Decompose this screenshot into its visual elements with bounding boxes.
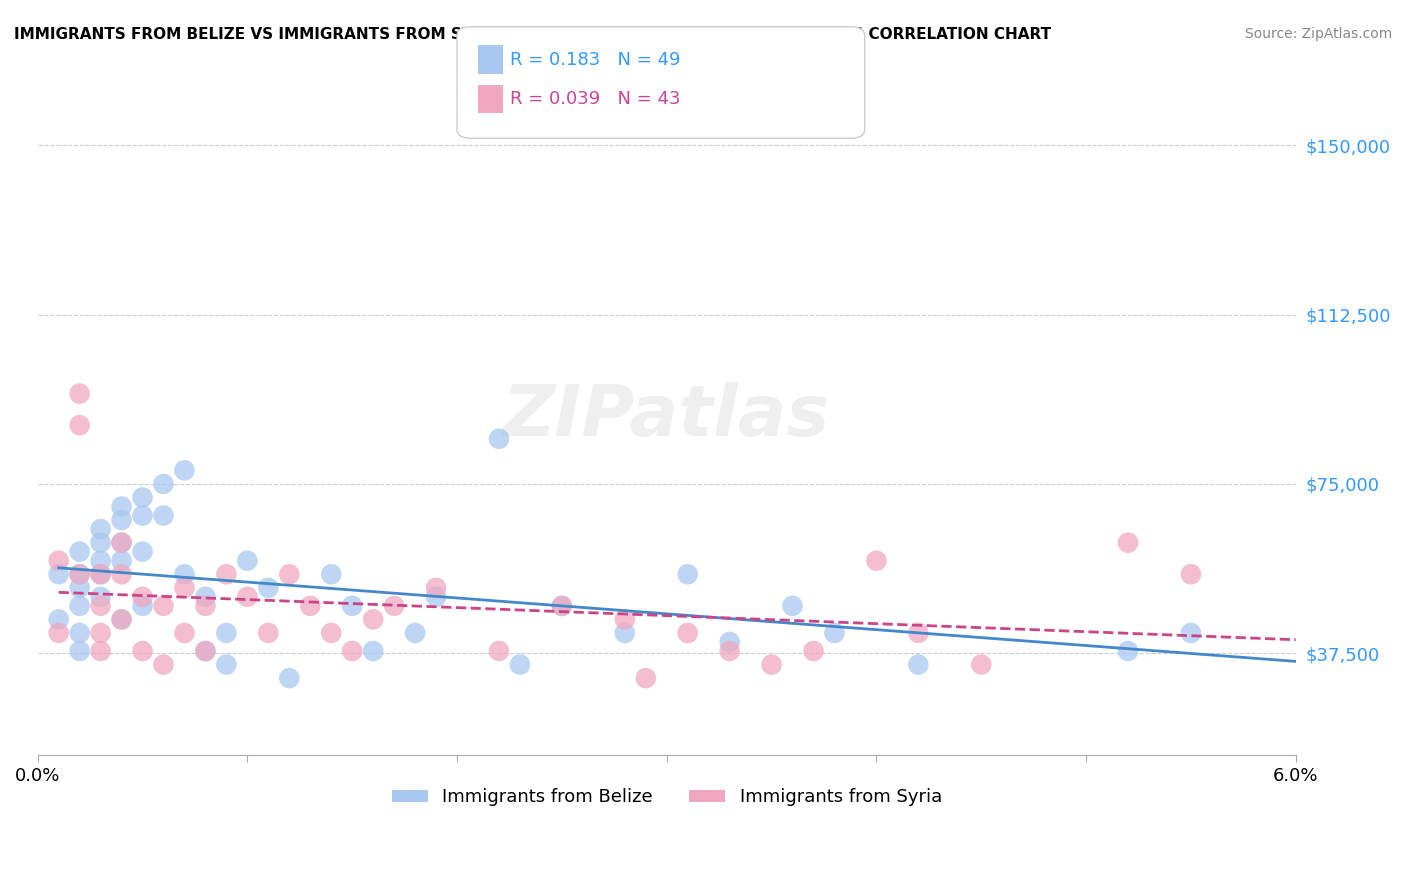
Point <box>110 535 132 549</box>
Point <box>173 567 195 582</box>
Point <box>425 590 447 604</box>
Point <box>215 657 238 672</box>
Point <box>69 418 91 433</box>
Point <box>131 590 153 604</box>
Point <box>110 612 132 626</box>
Point <box>110 535 132 549</box>
Point <box>131 491 153 505</box>
Point <box>404 626 426 640</box>
Text: IMMIGRANTS FROM BELIZE VS IMMIGRANTS FROM SYRIA HOUSEHOLDER INCOME UNDER 25 YEAR: IMMIGRANTS FROM BELIZE VS IMMIGRANTS FRO… <box>14 27 1052 42</box>
Point <box>152 599 174 613</box>
Text: R = 0.039   N = 43: R = 0.039 N = 43 <box>510 90 681 108</box>
Point <box>1116 535 1139 549</box>
Point <box>1180 626 1202 640</box>
Point <box>152 508 174 523</box>
Point <box>90 567 112 582</box>
Point <box>173 463 195 477</box>
Point <box>48 554 70 568</box>
Point <box>69 644 91 658</box>
Point <box>278 567 301 582</box>
Point <box>907 626 929 640</box>
Point <box>90 535 112 549</box>
Point <box>110 567 132 582</box>
Point <box>1180 567 1202 582</box>
Point <box>361 612 384 626</box>
Point <box>634 671 657 685</box>
Text: ZIPatlas: ZIPatlas <box>503 382 831 450</box>
Point <box>425 581 447 595</box>
Point <box>970 657 993 672</box>
Point <box>236 590 259 604</box>
Point <box>761 657 783 672</box>
Point <box>110 500 132 514</box>
Point <box>173 581 195 595</box>
Point <box>718 635 741 649</box>
Point <box>382 599 405 613</box>
Point <box>215 626 238 640</box>
Point <box>824 626 846 640</box>
Point <box>676 567 699 582</box>
Point <box>131 644 153 658</box>
Point <box>299 599 322 613</box>
Point <box>110 554 132 568</box>
Point <box>803 644 825 658</box>
Point <box>215 567 238 582</box>
Point <box>69 599 91 613</box>
Point <box>90 554 112 568</box>
Point <box>90 599 112 613</box>
Point <box>509 657 531 672</box>
Point <box>48 612 70 626</box>
Point <box>69 567 91 582</box>
Point <box>257 626 280 640</box>
Point <box>131 599 153 613</box>
Point <box>488 644 510 658</box>
Point <box>865 554 887 568</box>
Point <box>342 644 364 658</box>
Legend: Immigrants from Belize, Immigrants from Syria: Immigrants from Belize, Immigrants from … <box>384 781 949 814</box>
Point <box>278 671 301 685</box>
Point <box>90 522 112 536</box>
Point <box>194 644 217 658</box>
Text: R = 0.183   N = 49: R = 0.183 N = 49 <box>510 51 681 69</box>
Point <box>488 432 510 446</box>
Point <box>782 599 804 613</box>
Point <box>613 626 636 640</box>
Point <box>110 612 132 626</box>
Point <box>69 581 91 595</box>
Point <box>152 657 174 672</box>
Point <box>69 386 91 401</box>
Point <box>551 599 574 613</box>
Point <box>613 612 636 626</box>
Point <box>1116 644 1139 658</box>
Point <box>194 590 217 604</box>
Point <box>907 657 929 672</box>
Point <box>69 544 91 558</box>
Point <box>69 567 91 582</box>
Point <box>90 626 112 640</box>
Point <box>194 599 217 613</box>
Point <box>48 626 70 640</box>
Point <box>152 477 174 491</box>
Point <box>173 626 195 640</box>
Point <box>131 508 153 523</box>
Point <box>321 567 343 582</box>
Point <box>194 644 217 658</box>
Text: Source: ZipAtlas.com: Source: ZipAtlas.com <box>1244 27 1392 41</box>
Point <box>69 626 91 640</box>
Point <box>90 567 112 582</box>
Point <box>131 544 153 558</box>
Point <box>257 581 280 595</box>
Point <box>48 567 70 582</box>
Point <box>321 626 343 640</box>
Point <box>676 626 699 640</box>
Point <box>90 644 112 658</box>
Point <box>236 554 259 568</box>
Point <box>718 644 741 658</box>
Point <box>110 513 132 527</box>
Point <box>361 644 384 658</box>
Point <box>551 599 574 613</box>
Point <box>342 599 364 613</box>
Point <box>90 590 112 604</box>
